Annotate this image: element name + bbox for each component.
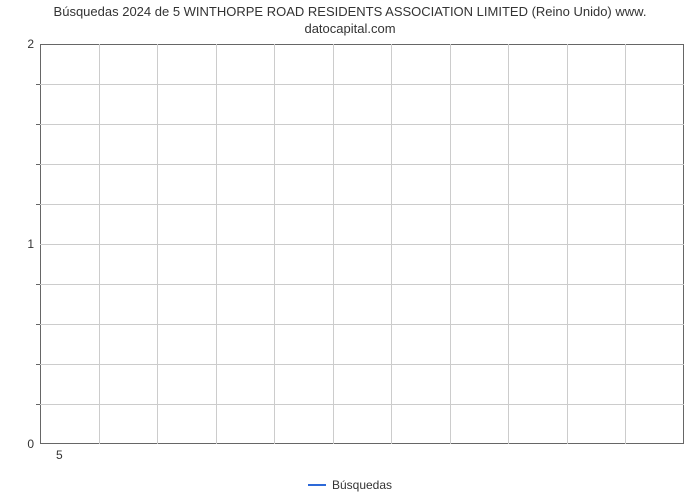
- gridline-horizontal: [40, 244, 684, 245]
- gridline-horizontal: [40, 284, 684, 285]
- y-tick-minor: [36, 404, 40, 405]
- legend: Búsquedas: [0, 478, 700, 492]
- legend-line-icon: [308, 484, 326, 486]
- y-tick-minor: [36, 124, 40, 125]
- chart-title-line1: Búsquedas 2024 de 5 WINTHORPE ROAD RESID…: [54, 4, 647, 19]
- y-tick-minor: [36, 284, 40, 285]
- y-tick-minor: [36, 324, 40, 325]
- chart-title-line2: datocapital.com: [304, 21, 395, 36]
- y-tick-label: 1: [27, 237, 40, 251]
- chart-title: Búsquedas 2024 de 5 WINTHORPE ROAD RESID…: [0, 4, 700, 38]
- gridline-horizontal: [40, 84, 684, 85]
- gridline-horizontal: [40, 364, 684, 365]
- gridline-horizontal: [40, 204, 684, 205]
- gridline-horizontal: [40, 324, 684, 325]
- y-tick-minor: [36, 204, 40, 205]
- legend-label: Búsquedas: [332, 478, 392, 492]
- y-tick-minor: [36, 84, 40, 85]
- y-tick-minor: [36, 164, 40, 165]
- y-tick-label: 0: [27, 437, 40, 451]
- gridline-horizontal: [40, 404, 684, 405]
- plot-area: 0125: [40, 44, 684, 444]
- x-tick-label: 5: [56, 444, 63, 462]
- chart-container: Búsquedas 2024 de 5 WINTHORPE ROAD RESID…: [0, 0, 700, 500]
- y-tick-minor: [36, 364, 40, 365]
- gridline-horizontal: [40, 164, 684, 165]
- y-tick-label: 2: [27, 37, 40, 51]
- gridline-horizontal: [40, 124, 684, 125]
